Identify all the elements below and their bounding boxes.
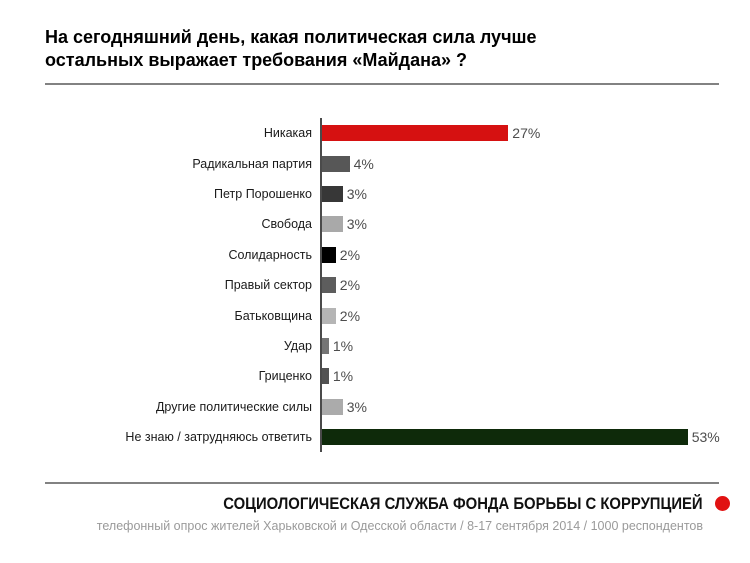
bar (322, 398, 343, 415)
bar-row: Свобода 3% (0, 209, 750, 239)
category-label: Гриценко (258, 369, 312, 384)
footer-organization: СОЦИОЛОГИЧЕСКАЯ СЛУЖБА ФОНДА БОРЬБЫ С КО… (223, 495, 703, 513)
value-label: 53% (691, 429, 720, 446)
bar (322, 307, 336, 324)
bar (322, 246, 336, 263)
bar-row: Солидарность 2% (0, 240, 750, 270)
footer-survey-details: телефонный опрос жителей Харьковской и О… (96, 519, 703, 533)
bar (322, 185, 343, 202)
category-label: Батьковщина (234, 308, 312, 323)
category-label: Другие политические силы (155, 399, 312, 414)
value-label: 1% (332, 368, 354, 385)
red-dot-logo (715, 496, 730, 511)
bar (322, 368, 329, 385)
bar-row: Другие политические силы 3% (0, 392, 750, 422)
bar-row: Батьковщина 2% (0, 300, 750, 330)
bar (322, 155, 350, 172)
category-label: Свобода (261, 217, 312, 232)
category-label: Солидарность (228, 247, 312, 262)
footer-divider (45, 482, 719, 484)
bar (322, 337, 329, 354)
bar (322, 125, 509, 142)
category-label: Петр Порошенко (214, 186, 312, 201)
category-label: Удар (283, 338, 312, 353)
bar-row: Никакая 27% (0, 118, 750, 148)
value-label: 2% (339, 277, 361, 294)
chart-axis-line (320, 118, 322, 452)
value-label: 4% (353, 155, 374, 172)
value-label: 3% (346, 185, 367, 202)
category-label: Не знаю / затрудняюсь ответить (125, 430, 312, 445)
bar-row: Правый сектор 2% (0, 270, 750, 300)
value-label: 27% (512, 125, 541, 142)
category-label: Никакая (263, 126, 312, 141)
bar (322, 429, 688, 446)
title-divider (45, 83, 719, 85)
value-label: 3% (346, 398, 367, 415)
value-label: 3% (346, 216, 367, 233)
page-title: На сегодняшний день, какая политическая … (45, 27, 537, 71)
bar-row: Петр Порошенко 3% (0, 179, 750, 209)
category-label: Правый сектор (224, 278, 312, 293)
category-label: Радикальная партия (192, 156, 312, 171)
value-label: 2% (339, 246, 361, 263)
value-label: 2% (339, 307, 361, 324)
bar (322, 277, 336, 294)
bar-row: Удар 1% (0, 331, 750, 361)
bar-chart: Никакая 27% Радикальная партия 4% Петр Порош… (0, 118, 750, 453)
bar-row: Радикальная партия 4% (0, 148, 750, 178)
bar-row: Гриценко 1% (0, 361, 750, 391)
value-label: 1% (332, 337, 354, 354)
bar-row: Не знаю / затрудняюсь ответить 53% (0, 422, 750, 452)
bar (322, 216, 343, 233)
